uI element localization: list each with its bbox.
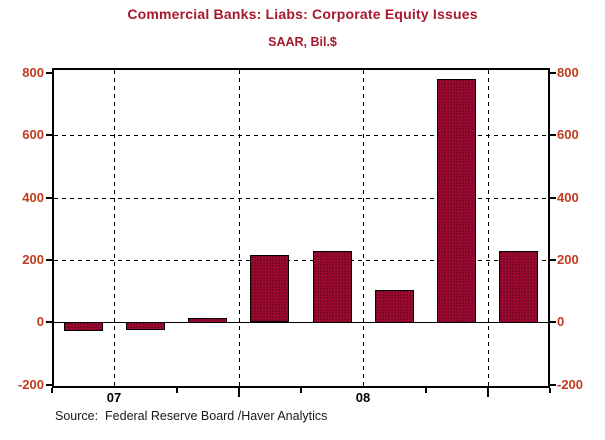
y-axis-tick-left <box>46 384 52 386</box>
y-axis-tick-right <box>550 321 556 323</box>
h-gridline <box>54 135 548 136</box>
x-axis-tick <box>425 388 427 393</box>
h-gridline <box>54 260 548 261</box>
source-note: Source: Federal Reserve Board /Haver Ana… <box>55 409 328 423</box>
y-axis-label-right: 800 <box>557 65 579 80</box>
v-gridline <box>363 70 364 386</box>
y-axis-label-right: 0 <box>557 314 565 329</box>
y-axis-label-left: 0 <box>36 314 44 329</box>
bar <box>499 251 538 323</box>
y-axis-tick-right <box>550 197 556 199</box>
y-axis-tick-right <box>550 259 556 261</box>
chart-subtitle: SAAR, Bil.$ <box>268 35 337 49</box>
y-axis-label-left: 800 <box>22 65 44 80</box>
bar <box>64 322 103 331</box>
y-axis-tick-right <box>550 72 556 74</box>
x-axis-tick <box>176 388 178 393</box>
y-axis-label-left: 400 <box>22 190 44 205</box>
y-axis-label-left: 600 <box>22 127 44 142</box>
y-axis-tick-left <box>46 72 52 74</box>
y-axis-label-right: 200 <box>557 252 579 267</box>
v-gridline <box>239 70 240 386</box>
y-axis-tick-left <box>46 321 52 323</box>
bar <box>313 251 352 323</box>
v-gridline <box>488 70 489 386</box>
x-axis-tick <box>549 388 551 393</box>
v-gridline <box>114 70 115 386</box>
bar <box>188 318 227 323</box>
bar <box>375 290 414 323</box>
x-axis-tick-long <box>238 388 240 397</box>
x-axis-year-label: 07 <box>106 390 122 405</box>
x-axis-tick <box>300 388 302 393</box>
y-axis-label-right: -200 <box>557 377 584 392</box>
y-axis-label-left: -200 <box>17 377 44 392</box>
bar <box>126 322 165 330</box>
chart-title: Commercial Banks: Liabs: Corporate Equit… <box>127 6 478 22</box>
bar <box>250 255 289 322</box>
x-axis-tick-long <box>487 388 489 397</box>
zero-line <box>54 322 548 323</box>
x-axis-year-label: 08 <box>355 390 371 405</box>
x-axis-tick <box>51 388 53 393</box>
y-axis-tick-left <box>46 259 52 261</box>
h-gridline <box>54 198 548 199</box>
bar <box>437 79 476 323</box>
y-axis-tick-right <box>550 384 556 386</box>
y-axis-label-left: 200 <box>22 252 44 267</box>
y-axis-tick-left <box>46 134 52 136</box>
y-axis-label-right: 600 <box>557 127 579 142</box>
y-axis-label-right: 400 <box>557 190 579 205</box>
y-axis-tick-left <box>46 197 52 199</box>
y-axis-tick-right <box>550 134 556 136</box>
